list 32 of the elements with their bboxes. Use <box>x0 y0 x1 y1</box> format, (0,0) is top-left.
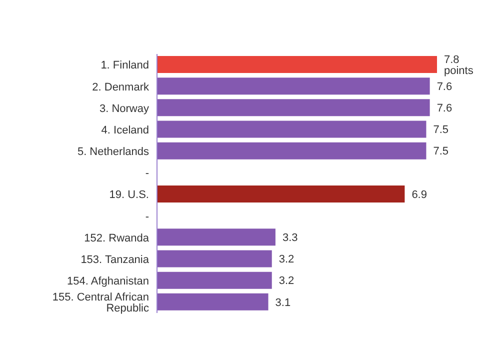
data-label: 7.5 <box>433 146 449 158</box>
data-label: 6.9 <box>412 188 427 201</box>
bar <box>157 272 272 289</box>
bar <box>157 250 272 268</box>
y-tick-label: 152. Rwanda <box>84 232 150 244</box>
data-label: 7.5 <box>433 124 449 136</box>
bar <box>157 78 430 95</box>
y-tick-label: 155. Central African Republic <box>52 292 150 315</box>
data-label: 3.1 <box>275 296 291 309</box>
data-label: 3.2 <box>278 254 294 266</box>
y-tick-label: 2. Denmark <box>92 81 150 94</box>
bar <box>157 186 405 202</box>
y-tick-label: - <box>145 210 150 223</box>
y-tick-label: 4. Iceland <box>101 124 149 136</box>
bar <box>157 99 430 116</box>
y-tick-label: 5. Netherlands <box>77 146 150 158</box>
data-label: 7.6 <box>436 102 452 115</box>
bar <box>157 120 426 138</box>
data-label: 7.8 points <box>444 54 474 77</box>
y-tick-label: 153. Tanzania <box>80 254 150 266</box>
bar <box>157 142 426 160</box>
bar <box>157 228 276 246</box>
y-tick-label: 3. Norway <box>99 102 150 115</box>
data-label: 7.6 <box>436 80 452 93</box>
y-tick-label: - <box>145 168 150 180</box>
bar <box>157 56 437 73</box>
y-tick-label: 1. Finland <box>100 60 149 72</box>
data-label: 3.2 <box>278 275 294 288</box>
bar <box>157 293 268 310</box>
y-tick-label: 154. Afghanistan <box>67 276 149 288</box>
data-label: 3.3 <box>282 232 298 244</box>
y-tick-label: 19. U.S. <box>109 189 149 202</box>
